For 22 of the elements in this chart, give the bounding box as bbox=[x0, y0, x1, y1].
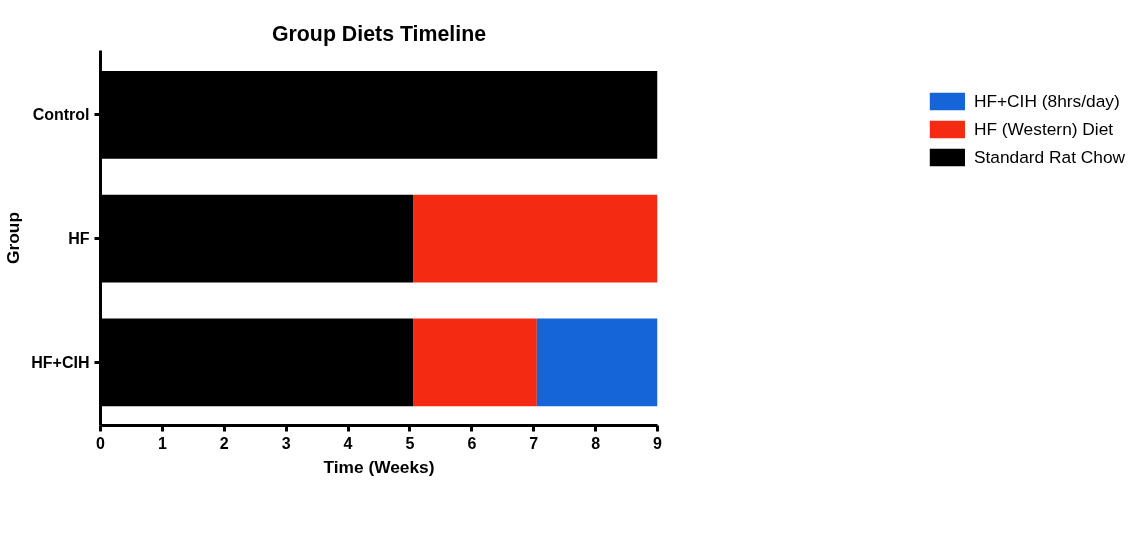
x-tick-label: 9 bbox=[653, 434, 663, 452]
x-axis-title: Time (Weeks) bbox=[323, 456, 435, 477]
y-axis-title: Group bbox=[3, 212, 24, 264]
x-tick-label: 6 bbox=[467, 434, 477, 452]
x-tick-label: 0 bbox=[96, 434, 106, 452]
legend-label: HF+CIH (8hrs/day) bbox=[973, 90, 1120, 112]
y-tick-label: Control bbox=[32, 106, 90, 124]
x-tick-label: 5 bbox=[405, 434, 415, 452]
x-tick-label: 1 bbox=[157, 434, 167, 452]
x-tick-label: 3 bbox=[281, 434, 291, 452]
bar bbox=[413, 194, 658, 283]
y-tick-label: HF bbox=[68, 230, 90, 248]
x-tick-label: 7 bbox=[529, 434, 539, 452]
legend-label: HF (Western) Diet bbox=[973, 118, 1114, 140]
x-tick-label: 8 bbox=[591, 434, 601, 452]
legend-label: Standard Rat Chow bbox=[973, 146, 1126, 168]
chart-title: Group Diets Timeline bbox=[271, 21, 487, 46]
y-tick-label: HF+CIH bbox=[31, 353, 90, 371]
x-tick-label: 4 bbox=[343, 434, 353, 452]
x-tick-label: 2 bbox=[219, 434, 229, 452]
bar bbox=[413, 318, 537, 407]
bar bbox=[536, 318, 658, 407]
